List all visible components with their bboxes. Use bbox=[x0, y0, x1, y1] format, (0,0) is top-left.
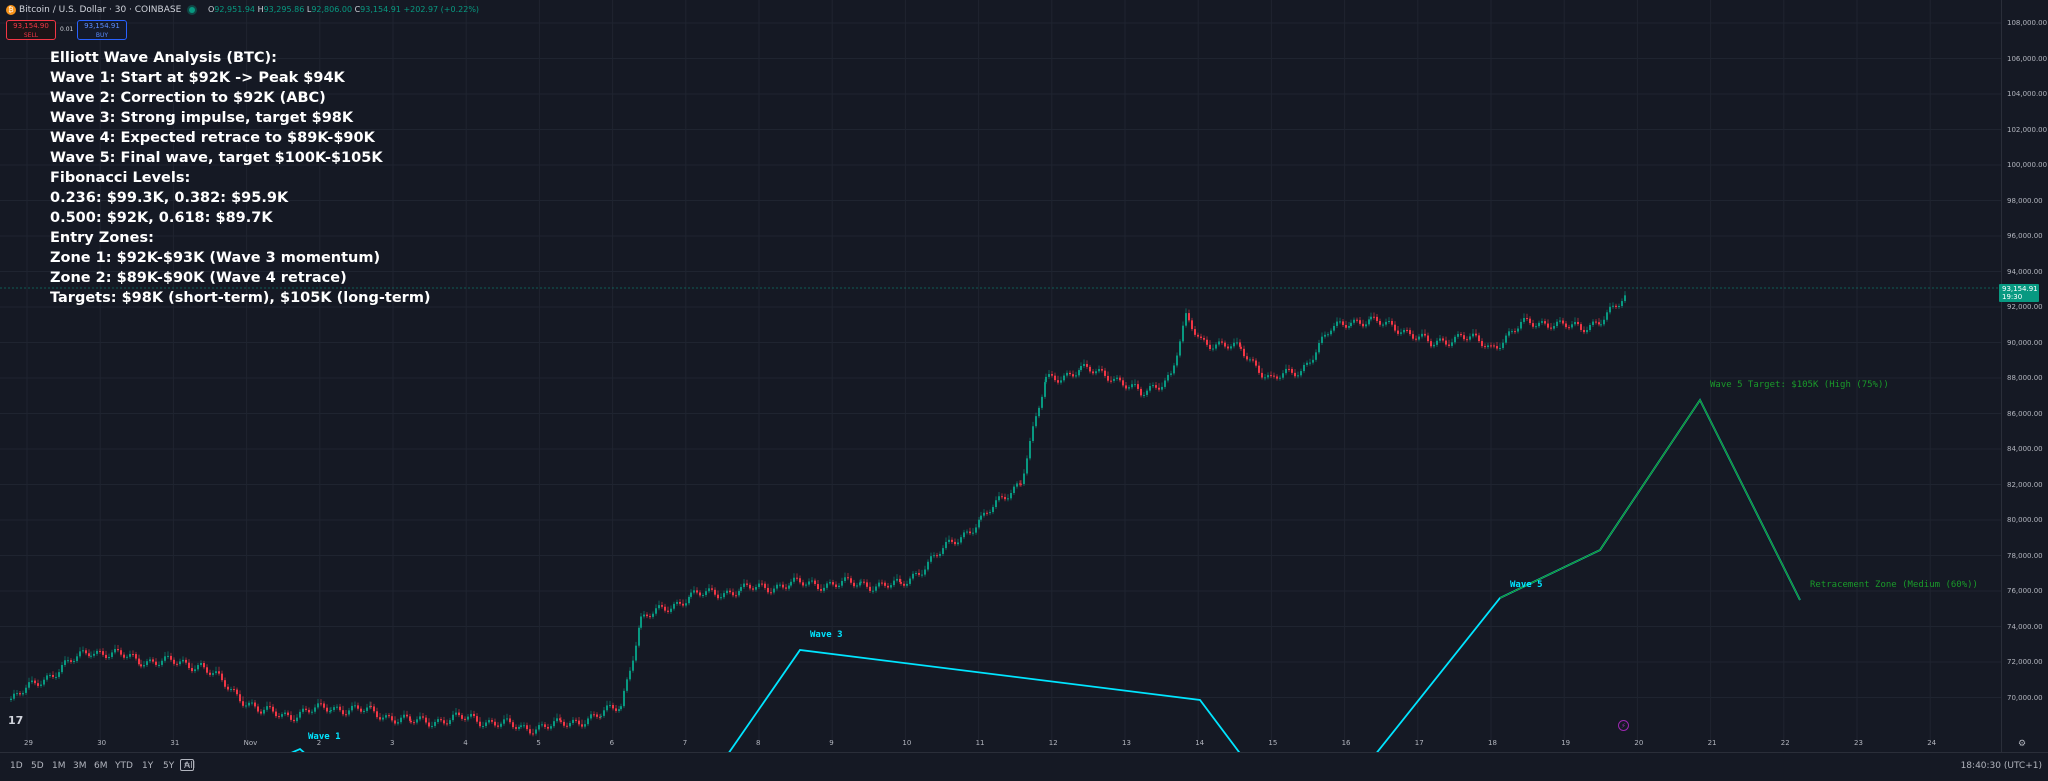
time-tick: 3 bbox=[390, 739, 395, 747]
time-tick: Nov bbox=[243, 739, 258, 747]
time-tick: 17 bbox=[1414, 739, 1424, 747]
price-tick: 84,000.00 bbox=[2007, 445, 2043, 453]
timeframe-ytd[interactable]: YTD bbox=[115, 761, 133, 771]
timeframe-1d[interactable]: 1D bbox=[10, 761, 23, 771]
time-tick: 24 bbox=[1927, 739, 1937, 747]
analysis-line: Targets: $98K (short-term), $105K (long-… bbox=[50, 290, 431, 306]
analysis-line: Wave 5: Final wave, target $100K-$105K bbox=[50, 150, 383, 166]
spread-value: 0.01 bbox=[60, 26, 74, 33]
symbol-title[interactable]: Bitcoin / U.S. Dollar · 30 · COINBASE bbox=[19, 5, 182, 15]
timeframe-6m[interactable]: 6M bbox=[94, 761, 108, 771]
candlesticks bbox=[10, 291, 1626, 737]
time-tick: 19 bbox=[1561, 739, 1571, 747]
wave-5-target-label: Wave 5 Target: $105K (High (75%)) bbox=[1710, 380, 1889, 390]
time-tick: 9 bbox=[829, 739, 834, 747]
retracement-zone-label: Retracement Zone (Medium (60%)) bbox=[1810, 580, 1978, 590]
market-status-icon bbox=[189, 7, 195, 13]
time-tick: 29 bbox=[24, 739, 33, 747]
time-tick: 23 bbox=[1854, 739, 1863, 747]
time-tick: 18 bbox=[1488, 739, 1497, 747]
timeframe-1y[interactable]: 1Y bbox=[142, 761, 154, 771]
time-tick: 5 bbox=[536, 739, 541, 747]
price-tick: 76,000.00 bbox=[2007, 587, 2043, 595]
price-tick: 82,000.00 bbox=[2007, 480, 2043, 489]
time-tick: 31 bbox=[170, 739, 180, 747]
timeframe-all[interactable]: All bbox=[184, 761, 196, 771]
sell-button[interactable]: 93,154.90 SELL bbox=[6, 20, 56, 40]
time-tick: 16 bbox=[1341, 739, 1351, 747]
time-tick: 12 bbox=[1048, 739, 1058, 747]
clock[interactable]: 18:40:30 (UTC+1) bbox=[1960, 761, 2042, 771]
compare-icon[interactable]: ⇆ bbox=[180, 759, 194, 771]
price-tick: 90,000.00 bbox=[2007, 338, 2043, 347]
time-tick: 30 bbox=[97, 739, 107, 747]
time-tick: 20 bbox=[1634, 739, 1644, 747]
price-tick: 102,000.00 bbox=[2007, 125, 2048, 134]
gear-icon[interactable]: ⚙ bbox=[2018, 739, 2027, 749]
price-tick: 98,000.00 bbox=[2007, 196, 2043, 205]
analysis-line: 0.236: $99.3K, 0.382: $95.9K bbox=[50, 190, 289, 206]
price-tick: 96,000.00 bbox=[2007, 232, 2043, 240]
analysis-line: Entry Zones: bbox=[50, 230, 154, 246]
price-axis[interactable]: 108,000.00 106,000.00 104,000.00 102,000.00… bbox=[2001, 0, 2048, 752]
price-tick: 78,000.00 bbox=[2007, 551, 2043, 560]
time-tick: 22 bbox=[1780, 739, 1790, 747]
time-tick: 21 bbox=[1707, 739, 1717, 747]
elliott-wave-analysis-text: Elliott Wave Analysis (BTC): Wave 1: Star… bbox=[50, 48, 431, 308]
price-tick: 86,000.00 bbox=[2007, 409, 2043, 418]
time-tick: 6 bbox=[609, 739, 615, 747]
price-tick: 108,000.00 bbox=[2007, 19, 2048, 27]
timeframe-3m[interactable]: 3M bbox=[73, 761, 87, 771]
analysis-line: Wave 3: Strong impulse, target $98K bbox=[50, 110, 354, 126]
analysis-line: Wave 2: Correction to $92K (ABC) bbox=[50, 90, 326, 106]
analysis-line: Zone 1: $92K-$93K (Wave 3 momentum) bbox=[50, 250, 381, 266]
timeframe-5y[interactable]: 5Y bbox=[163, 761, 175, 771]
timeframe-5d[interactable]: 5D bbox=[31, 761, 44, 771]
price-tick: 74,000.00 bbox=[2007, 622, 2043, 631]
time-axis[interactable]: 29 30 31 Nov 2 3 4 5 6 7 8 9 10 11 12 13 14 15 16 17 18 19 20 2… bbox=[0, 712, 2001, 750]
analysis-line: Wave 1: Start at $92K -> Peak $94K bbox=[50, 70, 345, 86]
wave-5-projection-line bbox=[1499, 398, 1801, 601]
bottom-toolbar: ⇆ 18:40:30 (UTC+1) 1D 5D 1M 3M 6M YTD 1Y 5Y All bbox=[0, 752, 2048, 781]
buy-button[interactable]: 93,154.91 BUY bbox=[77, 20, 127, 40]
price-tick: 94,000.00 bbox=[2007, 267, 2043, 276]
price-tick: 104,000.00 bbox=[2007, 90, 2048, 98]
timeframe-1m[interactable]: 1M bbox=[52, 761, 66, 771]
time-tick: 10 bbox=[902, 739, 912, 747]
analysis-line: 0.500: $92K, 0.618: $89.7K bbox=[50, 210, 273, 226]
bitcoin-icon: ₿ bbox=[6, 5, 16, 15]
price-tick: 106,000.00 bbox=[2007, 54, 2048, 63]
price-tick: 80,000.00 bbox=[2007, 516, 2043, 524]
price-tick: 70,000.00 bbox=[2007, 693, 2043, 702]
chart-header: ₿ Bitcoin / U.S. Dollar · 30 · COINBASE … bbox=[0, 0, 2000, 20]
price-chart[interactable] bbox=[0, 0, 2001, 752]
time-tick: 7 bbox=[682, 739, 688, 747]
price-tick: 92,000.00 bbox=[2007, 303, 2043, 311]
analysis-line: Zone 2: $89K-$90K (Wave 4 retrace) bbox=[50, 270, 347, 286]
time-tick: 8 bbox=[756, 739, 761, 747]
time-tick: 13 bbox=[1122, 739, 1131, 747]
price-tick: 100,000.00 bbox=[2007, 161, 2048, 169]
time-tick: 11 bbox=[975, 739, 985, 747]
time-tick: 14 bbox=[1195, 739, 1205, 747]
wave-1-label: Wave 1 bbox=[308, 732, 341, 742]
price-tick: 88,000.00 bbox=[2007, 374, 2043, 382]
time-tick: 15 bbox=[1268, 739, 1278, 747]
wave-5-label: Wave 5 bbox=[1510, 580, 1543, 590]
ohlc-values: O92,951.94 H93,295.86 L92,806.00 C93,154… bbox=[208, 5, 480, 14]
wave-3-label: Wave 3 bbox=[810, 630, 843, 640]
event-marker-icon[interactable]: ⚡ bbox=[1618, 720, 1629, 731]
time-tick: 4 bbox=[463, 739, 468, 747]
time-tick: 2 bbox=[316, 739, 322, 747]
price-tick: 72,000.00 bbox=[2007, 658, 2043, 666]
chart-grid bbox=[0, 0, 2001, 740]
tradingview-logo[interactable]: 17 bbox=[8, 714, 24, 727]
current-price-badge: 93,154.91 19:30 bbox=[1999, 284, 2039, 302]
analysis-line: Fibonacci Levels: bbox=[50, 170, 191, 186]
analysis-line: Elliott Wave Analysis (BTC): bbox=[50, 50, 277, 66]
analysis-line: Wave 4: Expected retrace to $89K-$90K bbox=[50, 130, 375, 146]
